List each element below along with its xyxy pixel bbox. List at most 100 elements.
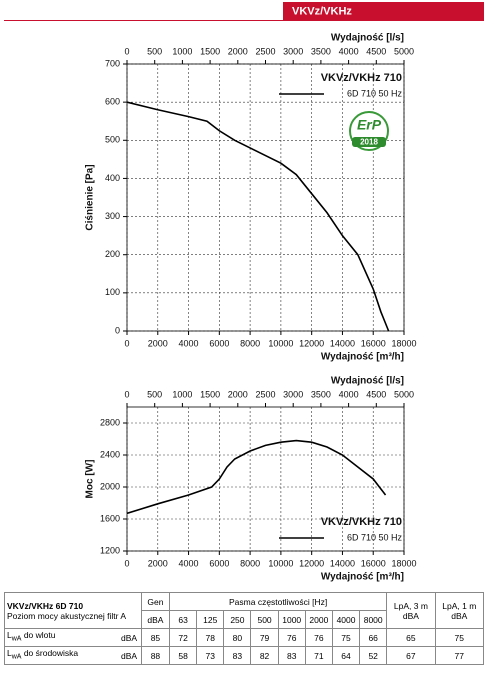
band-header-text: 500 — [257, 614, 272, 625]
value-cell: 79 — [250, 628, 279, 647]
x2-tick-label: 2500 — [255, 389, 275, 399]
band-header: 125 — [196, 610, 225, 629]
band-header-text: 4000 — [336, 614, 356, 625]
lpa1-header: LpA, 1 m dBA — [434, 592, 485, 629]
badge-year: 2018 — [360, 138, 378, 147]
x-tick-label: 16000 — [361, 558, 386, 568]
y-tick-label: 400 — [105, 173, 120, 183]
value-cell: 76 — [304, 628, 333, 647]
value-cell-text: 72 — [178, 632, 188, 643]
row-label: LwA do środowiska — [4, 646, 118, 665]
value-cell-text: 65 — [406, 632, 416, 643]
row-label: LwA do wlotu — [4, 628, 118, 647]
band-header-text: 250 — [230, 614, 245, 625]
x-tick-label: 4000 — [179, 338, 199, 348]
value-cell-text: 71 — [314, 650, 324, 661]
legend-entry: 6D 710 50 Hz — [347, 532, 403, 542]
lpa3-header: LpA, 3 m dBA — [386, 592, 436, 629]
value-cell: 71 — [304, 646, 333, 665]
x-tick-label: 6000 — [209, 558, 229, 568]
x-tick-label: 14000 — [330, 338, 355, 348]
value-cell: 85 — [140, 628, 171, 647]
x2-tick-label: 1500 — [200, 389, 220, 399]
x-tick-label: 2000 — [148, 558, 168, 568]
value-cell: 52 — [359, 646, 388, 665]
x2-tick-label: 4500 — [366, 46, 386, 56]
x2-tick-label: 5000 — [394, 389, 414, 399]
x2-tick-label: 4500 — [366, 389, 386, 399]
row-label-sub: wA — [11, 635, 22, 643]
x-tick-label: 8000 — [240, 558, 260, 568]
band-header-text: 63 — [178, 614, 188, 625]
x-tick-label: 12000 — [299, 338, 324, 348]
x2-tick-label: 5000 — [394, 46, 414, 56]
value-cell-text: 83 — [232, 650, 243, 661]
y-axis-title: Moc [W] — [85, 460, 96, 499]
value-cell: 83 — [277, 646, 306, 665]
band-header: 4000 — [331, 610, 361, 629]
y-tick-label: 0 — [115, 325, 120, 335]
plot-frame — [126, 63, 405, 332]
x-axis-title: Wydajność [m³/h] — [321, 572, 404, 583]
value-cell: 76 — [277, 628, 306, 647]
plot-frame — [126, 406, 405, 552]
y-tick-label: 2800 — [100, 417, 120, 427]
x-tick-label: 2000 — [148, 338, 168, 348]
x-tick-label: 4000 — [179, 558, 199, 568]
band-header-text: 8000 — [363, 614, 383, 625]
x2-tick-label: 3500 — [311, 46, 331, 56]
value-cell: 58 — [169, 646, 198, 665]
x-axis-title: Wydajność [m³/h] — [321, 352, 404, 363]
x-tick-label: 12000 — [299, 558, 324, 568]
value-cell-text: 52 — [368, 650, 378, 661]
band-header: 500 — [250, 610, 279, 629]
value-cell: 78 — [196, 628, 225, 647]
y-tick-label: 2400 — [100, 449, 120, 459]
x2-tick-label: 2000 — [228, 46, 248, 56]
y-tick-label: 1200 — [100, 545, 120, 555]
row-unit: dBA — [117, 628, 142, 647]
y-tick-label: 100 — [105, 287, 120, 297]
table-row: dBA 63 125 250 500 1000 2000 4000 8000 — [5, 610, 484, 629]
value-cell-text: 83 — [286, 650, 297, 661]
value-cell-text: 58 — [178, 650, 188, 661]
x2-tick-label: 2500 — [255, 46, 275, 56]
x2-tick-label: 2000 — [228, 389, 248, 399]
sound-table: VKVz/VKHz 6D 710 Poziom mocy akustycznej … — [4, 592, 485, 665]
table-title-text: Poziom mocy akustycznej filtr A — [7, 610, 127, 621]
y-axis-title: Ciśnienie [Pa] — [85, 164, 96, 230]
x-tick-label: 18000 — [391, 338, 416, 348]
y-tick-label: 1600 — [100, 513, 120, 523]
value-cell-text: 76 — [314, 632, 324, 643]
x2-tick-label: 3000 — [283, 46, 303, 56]
table-row: LwA do wlotu dBA 85 72 78 80 79 76 76 75 66 65 75 — [4, 628, 485, 647]
value-cell: 73 — [196, 646, 225, 665]
y-tick-label: 200 — [105, 249, 120, 259]
tag: VKVz/VKHz — [292, 5, 352, 17]
value-cell: 82 — [250, 646, 279, 665]
badge-band — [352, 137, 386, 147]
x2-tick-label: 1000 — [172, 46, 192, 56]
lpa3-header-text: dBA — [402, 610, 419, 621]
value-cell-text: 64 — [341, 650, 351, 661]
band-header: 1000 — [277, 610, 306, 629]
curve — [126, 439, 387, 515]
lpa1-header-text: LpA, 1 m — [442, 600, 477, 611]
table-title: VKVz/VKHz 6D 710 Poziom mocy akustycznej … — [4, 592, 142, 629]
x-tick-label: 0 — [124, 558, 129, 568]
x-tick-label: 10000 — [268, 338, 293, 348]
value-cell-text: 76 — [286, 632, 297, 643]
y-tick-label: 300 — [105, 211, 120, 221]
bands-header-text: Pasma częstotliwości [Hz] — [229, 596, 328, 607]
lpa3-header-text: LpA, 3 m — [393, 600, 428, 611]
value-cell-text: 77 — [454, 650, 465, 661]
legend-title: VKVz/VKHz 710 — [321, 516, 402, 528]
band-header-text: 2000 — [309, 614, 329, 625]
gen-unit: dBA — [140, 610, 171, 629]
x2-tick-label: 0 — [124, 389, 129, 399]
value-cell: 65 — [386, 628, 436, 647]
x2-axis-title: Wydajność [l/s] — [331, 33, 404, 44]
charts: VKVz/VKHz 0 100 200 300 400 500 600 700 0 2000 400… — [4, 2, 484, 583]
band-header: 2000 — [304, 610, 333, 629]
